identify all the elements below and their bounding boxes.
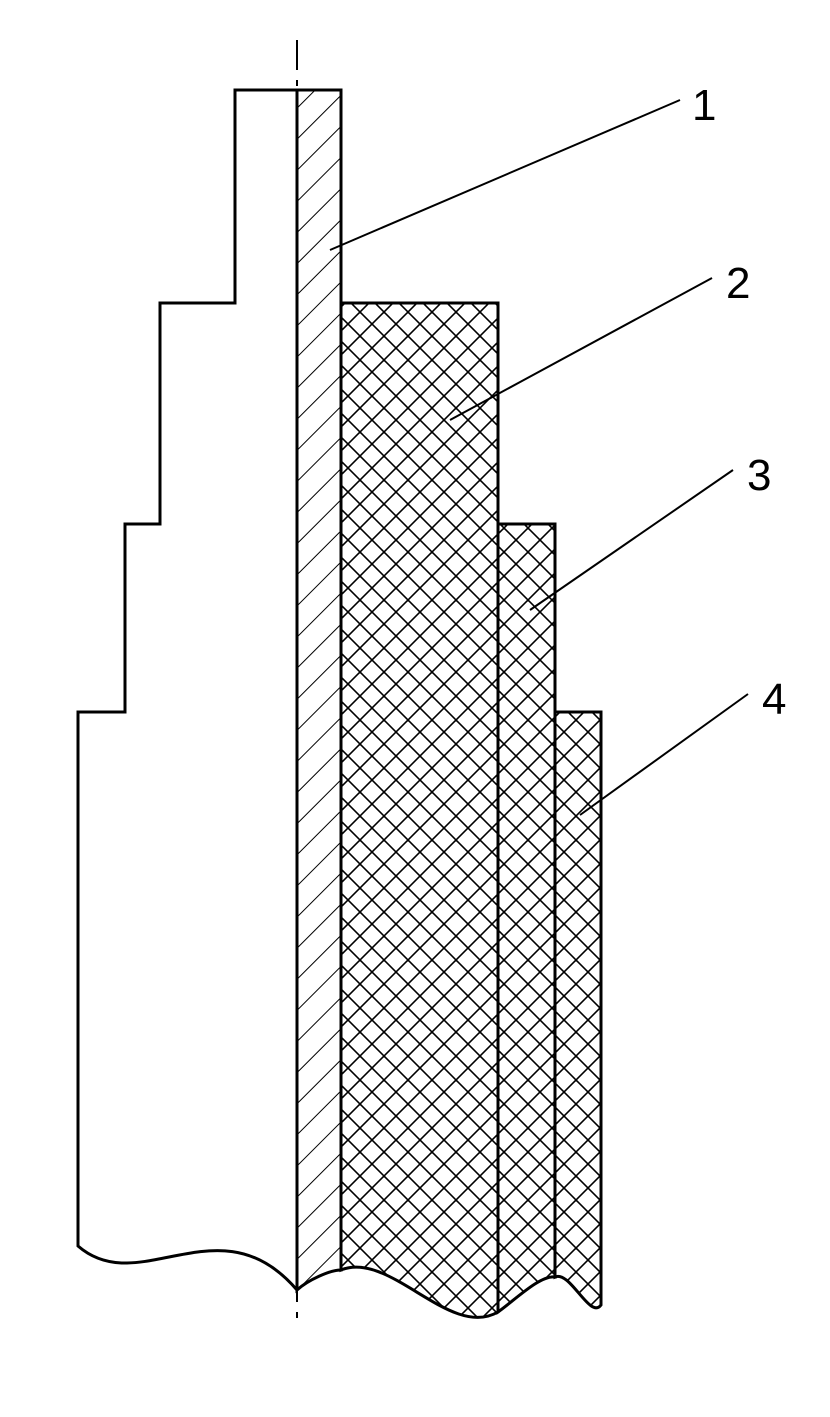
layer-1 [297, 90, 341, 1290]
layer-2 [341, 303, 498, 1317]
label-1: 1 [692, 81, 716, 130]
left-outline [78, 90, 297, 1290]
leader-4 [580, 694, 748, 815]
label-4: 4 [762, 675, 786, 724]
label-2: 2 [726, 259, 750, 308]
diagram-svg: 1 2 3 4 [0, 0, 830, 1417]
leader-3 [530, 470, 733, 610]
label-3: 3 [747, 451, 771, 500]
leader-1 [330, 100, 680, 250]
diagram-root: 1 2 3 4 [0, 0, 830, 1417]
layer-3 [498, 524, 555, 1312]
layer-4 [555, 712, 601, 1308]
